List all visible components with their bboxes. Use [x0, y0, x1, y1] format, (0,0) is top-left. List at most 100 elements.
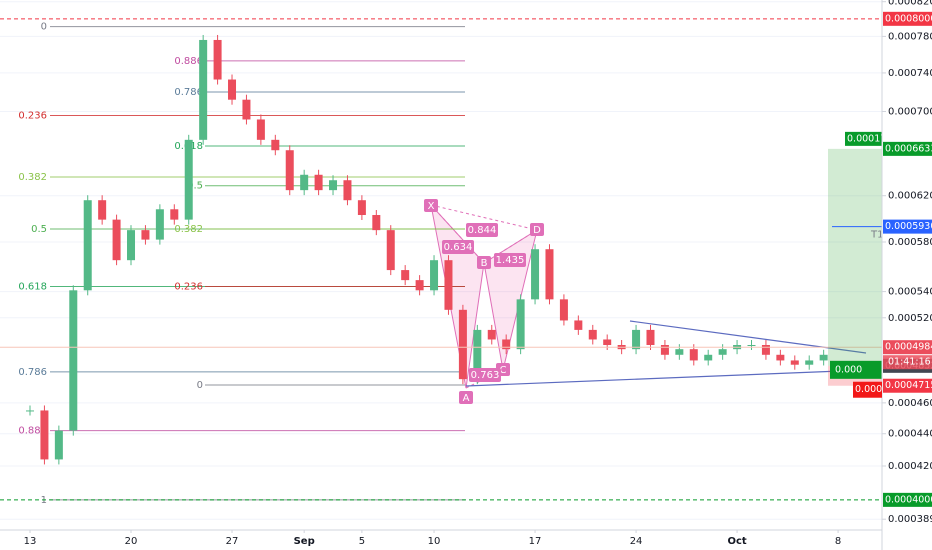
y-tick-label: 0.00078000	[888, 31, 932, 42]
target-amount: 0.00017	[847, 133, 886, 144]
candle-body	[127, 230, 136, 261]
y-tick-label: 0.00052000	[888, 313, 932, 324]
candle-body	[689, 349, 698, 361]
candle-body	[372, 215, 381, 231]
price-tag	[883, 141, 932, 156]
price-tag-label: 0.00047150	[885, 380, 932, 391]
candle-body	[430, 260, 439, 291]
candle-body	[545, 249, 554, 300]
price-tag-label: 0.00080000	[885, 13, 932, 24]
pattern-point-box	[530, 223, 544, 236]
candle-body	[761, 345, 770, 355]
countdown: 01:41:16	[888, 357, 931, 368]
y-tick-label: 0.00046000	[888, 398, 932, 409]
candle-body	[256, 119, 265, 140]
candle-body	[444, 260, 453, 310]
pattern-bd	[483, 229, 538, 264]
y-tick-label: 0.00082000	[888, 0, 932, 8]
candle-body	[386, 230, 395, 271]
fib-label: 0.618	[18, 281, 47, 292]
candle-body	[776, 354, 785, 361]
pattern-point: B	[481, 258, 488, 269]
candle-body	[184, 139, 193, 220]
candle-body	[704, 354, 713, 361]
pattern-ratio: 0.763	[471, 370, 500, 381]
target-box	[845, 131, 882, 146]
candle-body	[401, 270, 410, 281]
price-tag	[883, 378, 932, 393]
pattern-point: X	[428, 201, 435, 212]
candle-body	[458, 309, 467, 380]
x-tick-label: 13	[24, 536, 37, 547]
candle-body	[487, 329, 496, 340]
price-tag	[883, 219, 932, 234]
price-tag	[883, 492, 932, 507]
loss-stub: 0.000	[855, 384, 882, 395]
candle-body	[675, 349, 684, 355]
candle-body	[242, 99, 251, 120]
price-tag	[883, 11, 932, 26]
fib-label: 0.5	[187, 181, 203, 192]
candle-body	[747, 345, 756, 347]
pattern-point-box	[459, 391, 473, 404]
pattern-point-box	[424, 199, 438, 212]
fib-label: 0.382	[174, 224, 203, 235]
candle-body	[213, 39, 222, 80]
candle-body	[40, 410, 49, 460]
profit-zone	[828, 148, 882, 366]
pattern-point: D	[533, 225, 541, 236]
x-tick-label: 5	[359, 536, 365, 547]
candle-body	[531, 249, 540, 300]
price-tag-label: 0.00040000	[885, 494, 932, 505]
candle-body	[155, 209, 164, 240]
candle-body	[112, 219, 121, 261]
y-tick-label: 0.00062000	[888, 191, 932, 202]
candle-body	[69, 290, 78, 431]
candle-body	[790, 360, 799, 365]
candle-body	[646, 329, 655, 346]
candle-body	[285, 150, 294, 191]
candle-body	[718, 349, 727, 355]
fib-label: 0	[197, 380, 203, 391]
ratio-box	[466, 223, 498, 237]
candle-body	[199, 39, 208, 140]
candle-body	[83, 200, 92, 291]
candle-body	[502, 339, 511, 350]
profit-stub-box	[830, 360, 882, 379]
candle-body	[343, 180, 352, 201]
candle-body	[805, 360, 814, 365]
candle-body	[141, 230, 150, 240]
fib-label: 0.236	[18, 110, 47, 121]
y-tick-label: 0.00042000	[888, 461, 932, 472]
candle-body	[819, 354, 828, 361]
countdown-box	[883, 355, 932, 370]
candle-body	[170, 209, 179, 220]
fib-label: 0.382	[18, 172, 47, 183]
price-tag-label: 0.00059300	[885, 221, 932, 232]
candle-body	[228, 79, 237, 100]
ratio-box	[469, 368, 501, 382]
fib-label: 0.886	[174, 56, 203, 67]
price-axis	[882, 0, 932, 550]
candle-body	[329, 180, 338, 191]
pattern-ratio: 0.634	[444, 242, 473, 253]
fib-label: 0.786	[174, 87, 203, 98]
price-tag	[883, 340, 932, 355]
price-tag-label: 0.00066330	[885, 143, 932, 154]
price-tag-label: 0.00049842	[885, 342, 932, 353]
pattern-point: A	[463, 393, 470, 404]
fib-label: 0	[41, 22, 47, 33]
candle-body	[98, 200, 107, 220]
x-tick-label: 27	[226, 536, 239, 547]
candle-body	[559, 299, 568, 321]
y-tick-label: 0.00074000	[888, 68, 932, 79]
candle-body	[314, 174, 323, 191]
fib-label: 0.5	[31, 224, 47, 235]
candle-body	[300, 174, 309, 191]
candle-body	[574, 320, 583, 330]
y-tick-label: 0.00038900	[888, 514, 932, 525]
x-tick-label: Oct	[727, 536, 746, 547]
candle-body	[54, 430, 63, 460]
